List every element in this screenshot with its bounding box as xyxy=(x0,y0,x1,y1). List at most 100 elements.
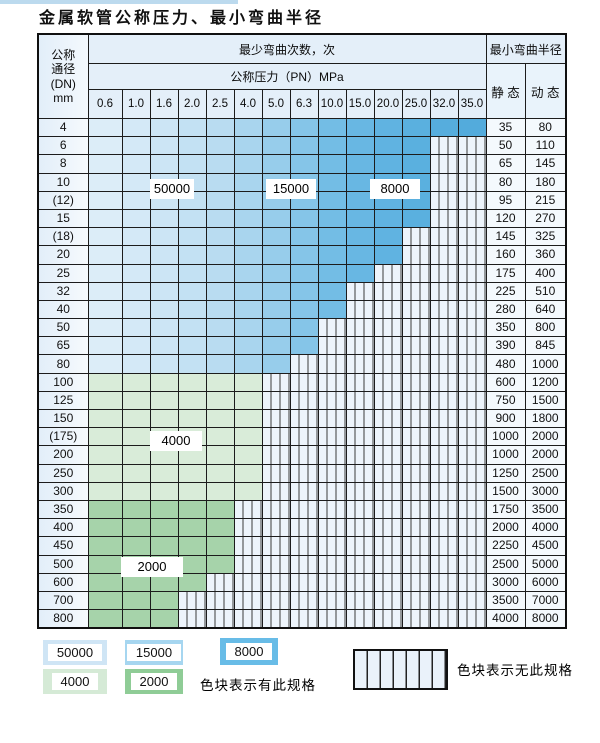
no-spec-cell xyxy=(401,609,431,629)
no-spec-cell xyxy=(457,136,487,156)
spec-available-cell xyxy=(345,227,375,247)
spec-available-cell xyxy=(373,136,403,156)
spec-available-cell xyxy=(87,427,123,447)
no-spec-cell xyxy=(401,590,431,611)
spec-available-cell xyxy=(87,572,123,592)
dn-cell: 10 xyxy=(37,172,89,192)
spec-available-cell xyxy=(317,299,347,320)
spec-available-cell xyxy=(121,372,151,392)
table-row-dn-200: 200 1000 2000 xyxy=(37,445,567,465)
spec-available-cell xyxy=(205,518,235,538)
dn-cell: 6 xyxy=(37,136,89,156)
no-spec-cell xyxy=(429,481,459,501)
spec-available-cell xyxy=(289,154,319,174)
pressure-col-header: 10.0 xyxy=(317,89,347,119)
no-spec-cell xyxy=(373,372,403,392)
no-spec-cell xyxy=(289,590,319,611)
no-spec-cell xyxy=(401,445,431,465)
static-radius-cell: 35 xyxy=(485,117,526,138)
spec-available-cell xyxy=(121,481,151,501)
no-spec-cell xyxy=(457,445,487,465)
no-spec-cell xyxy=(401,463,431,483)
spec-available-cell xyxy=(205,554,235,574)
no-spec-cell xyxy=(401,554,431,574)
spec-available-cell xyxy=(121,609,151,629)
spec-available-cell xyxy=(289,245,319,265)
spec-available-cell xyxy=(233,227,263,247)
no-spec-cell xyxy=(289,427,319,447)
dn-cell: 450 xyxy=(37,536,89,556)
no-spec-cell xyxy=(233,518,263,538)
dn-cell: 400 xyxy=(37,518,89,538)
no-spec-cell xyxy=(177,609,207,629)
spec-available-cell xyxy=(317,154,347,174)
dynamic-radius-cell: 215 xyxy=(524,190,567,210)
no-spec-cell xyxy=(345,372,375,392)
dn-header-line: mm xyxy=(53,90,74,105)
table-row-dn-300: 300 1500 3000 xyxy=(37,481,567,501)
spec-available-cell xyxy=(149,390,179,411)
spec-available-cell xyxy=(373,117,403,138)
no-spec-cell xyxy=(429,245,459,265)
spec-available-cell xyxy=(233,172,263,192)
spec-available-cell xyxy=(289,208,319,229)
dn-cell: 25 xyxy=(37,263,89,283)
no-spec-cell xyxy=(289,390,319,411)
no-spec-cell xyxy=(457,463,487,483)
no-spec-cell xyxy=(205,590,235,611)
no-spec-cell xyxy=(457,190,487,210)
no-spec-cell xyxy=(261,590,291,611)
spec-available-cell xyxy=(233,354,263,374)
no-spec-cell xyxy=(177,590,207,611)
spec-available-cell xyxy=(87,390,123,411)
no-spec-cell xyxy=(289,499,319,520)
spec-available-cell xyxy=(233,117,263,138)
no-spec-cell xyxy=(429,463,459,483)
no-spec-cell xyxy=(457,372,487,392)
spec-available-cell xyxy=(87,372,123,392)
static-radius-cell: 1000 xyxy=(485,427,526,447)
spec-available-cell xyxy=(261,281,291,301)
spec-available-cell xyxy=(401,117,431,138)
spec-available-cell xyxy=(289,299,319,320)
no-spec-cell xyxy=(401,336,431,356)
spec-available-cell xyxy=(87,536,123,556)
no-spec-cell xyxy=(317,354,347,374)
no-spec-cell xyxy=(429,136,459,156)
spec-available-cell xyxy=(205,227,235,247)
no-spec-cell xyxy=(429,590,459,611)
no-spec-cell xyxy=(457,408,487,429)
spec-available-cell xyxy=(87,499,123,520)
spec-available-cell xyxy=(261,227,291,247)
spec-available-cell xyxy=(177,263,207,283)
spec-available-cell xyxy=(205,154,235,174)
no-spec-cell xyxy=(401,536,431,556)
no-spec-cell xyxy=(373,427,403,447)
no-spec-cell xyxy=(373,390,403,411)
dn-cell: 500 xyxy=(37,554,89,574)
spec-available-cell xyxy=(205,354,235,374)
spec-available-cell xyxy=(121,117,151,138)
no-spec-cell xyxy=(401,263,431,283)
spec-available-cell xyxy=(317,117,347,138)
legend: 50000 15000 8000 4000 2000 色块表示有此规格 色块表示… xyxy=(0,636,600,716)
spec-available-cell xyxy=(205,208,235,229)
spec-available-cell xyxy=(233,372,263,392)
static-radius-cell: 3500 xyxy=(485,590,526,611)
static-radius-cell: 145 xyxy=(485,227,526,247)
spec-available-cell xyxy=(177,518,207,538)
no-spec-cell xyxy=(317,336,347,356)
no-spec-cell xyxy=(233,609,263,629)
no-spec-cell xyxy=(457,208,487,229)
spec-available-cell xyxy=(177,281,207,301)
band-label-2000: 2000 xyxy=(121,557,183,577)
no-spec-cell xyxy=(429,299,459,320)
dn-header-line: (DN) xyxy=(50,76,76,91)
no-spec-cell xyxy=(373,536,403,556)
dn-cell: 50 xyxy=(37,318,89,338)
spec-available-cell xyxy=(149,263,179,283)
spec-available-cell xyxy=(177,390,207,411)
no-spec-cell xyxy=(345,572,375,592)
legend-swatch-2000: 2000 xyxy=(125,669,183,694)
spec-available-cell xyxy=(177,536,207,556)
